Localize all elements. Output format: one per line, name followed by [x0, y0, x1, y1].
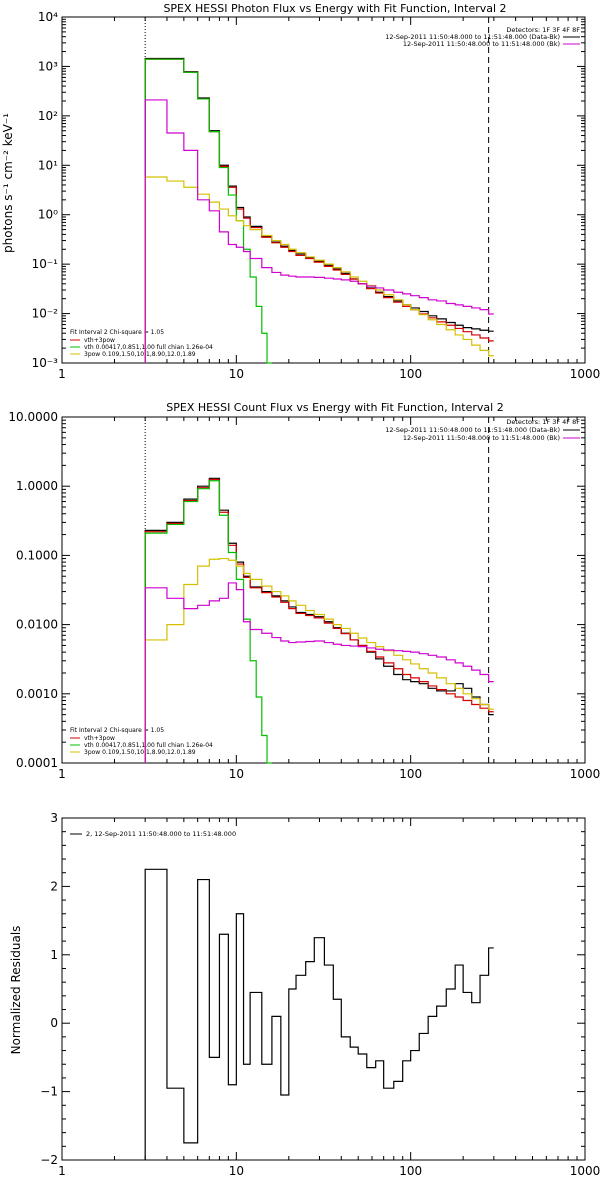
x-tick-label: 1000: [570, 367, 600, 381]
y-tick-label: 10³: [38, 59, 58, 73]
y-tick-label: 10⁴: [38, 10, 58, 24]
spectrum-series-1: [144, 58, 494, 363]
x-tick-label: 10: [229, 1164, 244, 1178]
spectrum-series-0: [144, 868, 494, 1160]
y-tick-label: 10⁻³: [32, 356, 59, 370]
residuals-y-axis-label: Normalized Residuals: [9, 926, 23, 1055]
y-tick-label: 0.1000: [16, 548, 58, 562]
chart-1-plot: 1 10 100 1000 0.0001 0.0010 0.0100 0.1000 1.0000…: [8, 410, 600, 781]
y-tick-label: 10.0000: [8, 410, 58, 424]
plot-frame: [61, 416, 586, 764]
y-tick-label: −1: [40, 1085, 58, 1099]
x-tick-label: 10: [229, 367, 244, 381]
y-tick-label: 0.0001: [16, 756, 58, 770]
plot-frame: [61, 817, 586, 1161]
y-tick-label: 10⁻¹: [32, 257, 59, 271]
photon-flux-fit-legend-line: Fit Interval 2 Chi-square = 1.05: [70, 329, 164, 336]
count-flux-info-line: Detectors: 1F 3F 4F 8F: [506, 418, 580, 426]
count-flux-info-line: 12-Sep-2011 11:50:48.000 to 11:51:48.000…: [385, 426, 560, 434]
x-tick-label: 100: [399, 367, 422, 381]
chart-0-plot: 1 10 100 1000 10⁻³ 10⁻² 10⁻¹ 10⁰ 10¹ 10² 10³ 10⁴: [32, 10, 600, 381]
y-tick-label: 1: [50, 948, 58, 962]
spectrum-series-1: [144, 478, 494, 763]
photon-flux-fit-legend-line: 3pow 0.109,1.50,10.1,8.90,12.0,1.89: [84, 351, 196, 358]
photon-flux-panel: SPEX HESSI Photon Flux vs Energy with Fi…: [1, 2, 580, 358]
count-flux-panel: SPEX HESSI Count Flux vs Energy with Fit…: [70, 401, 580, 756]
spectrum-series-2: [144, 58, 273, 364]
y-tick-label: 2: [50, 879, 58, 893]
count-flux-fit-legend-line: vth 0.00417,0.851,1.00 full chian 1.26e-…: [84, 742, 213, 749]
photon-flux-chart-title: SPEX HESSI Photon Flux vs Energy with Fi…: [163, 2, 506, 15]
y-tick-label: 10²: [38, 109, 58, 123]
photon-flux-fit-legend-line: vth+3pow: [84, 337, 115, 344]
y-tick-label: 0.0100: [16, 618, 58, 632]
x-tick-label: 1: [58, 367, 66, 381]
y-tick-label: 1.0000: [16, 479, 58, 493]
spectrum-series-0: [144, 477, 494, 763]
photon-flux-info-line: Detectors: 1F 3F 4F 8F: [506, 26, 580, 34]
count-flux-chart-title: SPEX HESSI Count Flux vs Energy with Fit…: [166, 401, 503, 414]
x-tick-label: 1: [58, 1164, 66, 1178]
y-tick-label: 10⁻²: [32, 307, 59, 321]
chart-2-plot: 1 10 100 1000 −2 −1 0 1 2 3: [40, 811, 600, 1178]
spectrum-series-3: [144, 557, 494, 763]
y-tick-label: 0.0010: [16, 687, 58, 701]
x-tick-label: 1000: [570, 767, 600, 781]
count-flux-fit-legend-line: Fit Interval 2 Chi-square = 1.05: [70, 727, 164, 734]
spectrum-series-3: [144, 176, 494, 363]
y-tick-label: 10¹: [38, 158, 58, 172]
photon-flux-fit-legend-line: vth 0.00417,0.851,1.00 full chian 1.26e-…: [84, 344, 213, 351]
residuals-panel: Normalized Residuals 2, 12-Sep-2011 11:5…: [9, 830, 236, 1054]
x-tick-label: 1000: [570, 1164, 600, 1178]
plot-frame: [61, 16, 586, 364]
x-tick-label: 100: [399, 767, 422, 781]
x-tick-label: 1: [58, 767, 66, 781]
count-flux-info-line: 12-Sep-2011 11:50:48.000 to 11:51:48.000…: [403, 434, 560, 442]
x-tick-label: 10: [229, 767, 244, 781]
spectrum-series-2: [144, 480, 273, 764]
photon-flux-info-line: 12-Sep-2011 11:50:48.000 to 11:51:48.000…: [403, 40, 560, 48]
y-tick-label: −2: [40, 1153, 58, 1167]
y-tick-label: 10⁰: [38, 208, 58, 222]
residuals-legend-line: 2, 12-Sep-2011 11:50:48.000 to 11:51:48.…: [86, 830, 236, 838]
spectrum-series-4: [144, 99, 494, 363]
y-tick-label: 3: [50, 811, 58, 825]
y-tick-label: 0: [50, 1016, 58, 1030]
spectrum-series-4: [144, 582, 494, 763]
x-tick-label: 100: [399, 1164, 422, 1178]
count-flux-fit-legend-line: 3pow 0.109,1.50,10.1,8.90,12.0,1.89: [84, 749, 196, 756]
photon-flux-info-line: 12-Sep-2011 11:50:48.000 to 11:51:48.000…: [385, 33, 560, 41]
count-flux-fit-legend-line: vth+3pow: [84, 735, 115, 742]
photon-flux-y-axis-label: photons s⁻¹ cm⁻² keV⁻¹: [1, 113, 15, 253]
spectrum-series-0: [144, 57, 494, 363]
